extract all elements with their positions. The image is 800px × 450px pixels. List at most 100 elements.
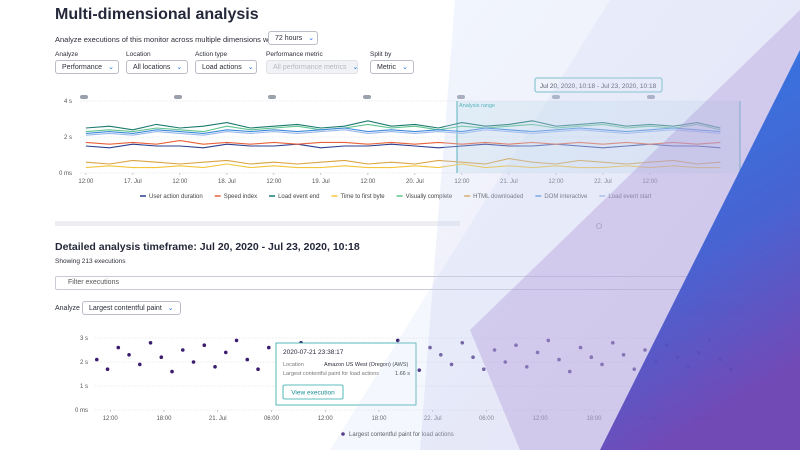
x-tick-label: 22. Jul (424, 416, 442, 422)
scatter-point (170, 369, 174, 374)
scatter-point (535, 350, 540, 355)
scatter-point (127, 353, 131, 357)
analyze-select[interactable]: Largest contentful paint (82, 301, 181, 315)
filter-label: Action type (195, 51, 228, 58)
scatter-point (546, 338, 551, 343)
x-tick-label: 21. Jul (500, 179, 518, 185)
scatter-point (621, 353, 626, 357)
view-execution-button[interactable] (282, 384, 344, 400)
scatter-point (449, 362, 454, 367)
event-marker (363, 95, 371, 99)
scatter-point (514, 343, 518, 348)
scatter-point (202, 343, 207, 348)
scatter-point (116, 345, 121, 350)
x-tick-label: 22. Jul (594, 179, 612, 185)
scatter-point (191, 360, 196, 364)
legend-label: User action duration (149, 194, 203, 200)
y-tick-label: 4 s (64, 99, 72, 105)
scatter-point (632, 367, 637, 372)
scatter-point (664, 343, 669, 348)
x-tick-label: 12:00 (360, 179, 376, 185)
y-tick-label: 1 s (80, 384, 88, 390)
tooltip-key: Location (283, 362, 304, 368)
x-tick-label: 18:00 (156, 416, 172, 422)
scatter-point (223, 350, 228, 355)
scatter-point (600, 362, 604, 367)
analysis-range-label: Analysis range (459, 103, 495, 109)
x-tick-label: 12:00 (533, 416, 549, 422)
x-tick-label: 06:00 (264, 416, 280, 422)
scatter-point (567, 369, 572, 374)
scrollbar (55, 221, 460, 226)
scatter-point (610, 341, 615, 345)
legend-label: DOM interactive (544, 194, 588, 200)
scatter-point (428, 345, 432, 350)
subtitle: Analyze executions of this monitor acros… (55, 35, 283, 44)
x-tick-label: 06:00 (479, 416, 495, 422)
scatter-point (460, 341, 465, 345)
scatter-point (686, 365, 690, 369)
scatter-point (503, 360, 508, 364)
analyze-label: Analyze (55, 305, 80, 312)
filter-label: Split by (370, 51, 392, 58)
scatter-point (213, 365, 217, 369)
scatter-point (137, 362, 142, 367)
filter-select[interactable]: All locations (126, 60, 188, 74)
filter-select: All performance metrics (266, 60, 358, 74)
scatter-point (696, 350, 701, 355)
y-tick-label: 2 s (64, 135, 72, 141)
scatter-point (653, 360, 658, 364)
tooltip-time: 2020-07-21 23:38:17 (283, 349, 344, 356)
legend-label: Speed index (224, 194, 257, 200)
event-marker (174, 95, 182, 99)
filter-select[interactable]: Performance (55, 60, 119, 74)
tooltip-key: Largest contentful paint for load action… (283, 371, 379, 377)
range-select[interactable]: 72 hours (268, 31, 318, 45)
x-tick-label: 12:00 (548, 179, 564, 185)
y-tick-label: 2 s (80, 360, 88, 366)
filter-select[interactable]: Metric (370, 60, 414, 74)
legend-label: Visually complete (406, 194, 453, 200)
scatter-point (438, 353, 443, 357)
filter-select[interactable]: Load actions (195, 60, 257, 74)
scatter-point (707, 338, 712, 343)
scatter-point (148, 341, 153, 345)
x-tick-label: 12:00 (642, 179, 658, 185)
legend-label: Load event end (278, 194, 319, 200)
x-tick-label: 12:00 (454, 179, 470, 185)
event-marker (457, 95, 465, 99)
scatter-point (159, 355, 164, 360)
x-tick-label: 23. Jul (639, 416, 657, 422)
x-tick-label: 18:00 (371, 416, 387, 422)
page-title: Multi-dimensional analysis (55, 6, 259, 23)
scatter-point (675, 355, 680, 360)
scatter-point (524, 365, 529, 369)
x-tick-label: 20. Jul (406, 179, 424, 185)
event-marker (552, 95, 560, 99)
scatter-point (256, 367, 260, 372)
filter-label: Location (126, 51, 151, 58)
x-tick-label: 17. Jul (124, 179, 142, 185)
x-tick-label: 21. Jul (209, 416, 227, 422)
scatter-point (557, 357, 561, 362)
x-tick-label: 12:00 (266, 179, 282, 185)
x-tick-label: 12:00 (78, 179, 94, 185)
y-tick-label: 0 ms (75, 408, 88, 414)
legend-label: Load event start (608, 194, 651, 200)
event-marker (268, 95, 276, 99)
legend-label: Time to first byte (340, 194, 385, 200)
scatter-point (718, 357, 723, 362)
range-tooltip-text: Jul 20, 2020, 10:18 - Jul 23, 2020, 10:1… (540, 83, 657, 90)
legend-label: Largest contentful paint for load action… (349, 432, 454, 438)
scatter-point (234, 338, 239, 343)
scatter-point (105, 367, 110, 372)
filter-label: Analyze (55, 51, 79, 58)
filter-placeholder: Filter executions (68, 279, 119, 286)
scatter-point (578, 345, 583, 350)
scatter-point (395, 338, 400, 343)
scatter-point (481, 367, 486, 372)
y-tick-label: 0 ms (59, 171, 72, 177)
x-tick-label: 12:00 (318, 416, 334, 422)
x-tick-label: 18. Jul (218, 179, 236, 185)
tooltip-value: Amazon US West (Oregon) (AWS) (324, 362, 409, 368)
